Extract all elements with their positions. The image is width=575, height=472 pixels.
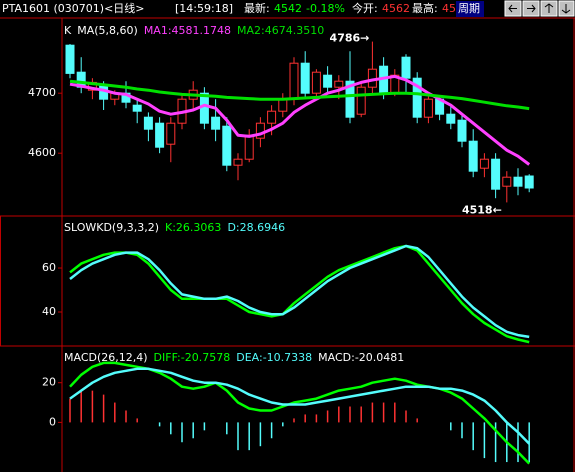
candle-body <box>233 158 243 166</box>
candle-body <box>423 98 433 118</box>
y-tick-label: 60 <box>42 261 56 274</box>
max-label: 4786→ <box>330 32 370 45</box>
line-series <box>69 74 531 166</box>
candle-body <box>289 62 299 100</box>
selected-panel-box <box>0 215 63 347</box>
candle-body <box>99 85 109 100</box>
open-label: 今开: <box>352 1 378 15</box>
candle-body <box>300 62 310 94</box>
candle-body <box>479 158 489 169</box>
high-label: 最高: <box>412 1 438 15</box>
line-series <box>69 367 531 445</box>
candle-body <box>334 80 344 88</box>
min-label: 4518← <box>462 203 502 216</box>
line-series <box>69 244 530 339</box>
tool-icons <box>508 3 571 14</box>
panel-subtitle: MA(5,8,60) <box>77 24 138 37</box>
legend-entry: K:26.3063 <box>165 221 221 234</box>
candle-body <box>166 122 176 145</box>
candle-body <box>468 140 478 172</box>
candle-body <box>65 44 75 74</box>
candle-body <box>132 104 142 112</box>
line-series <box>69 79 530 111</box>
candle-body <box>401 56 411 79</box>
candle-body <box>211 116 221 130</box>
candle-body <box>278 98 288 112</box>
legend-entry: D:28.6946 <box>227 221 285 234</box>
y-tick-label: 40 <box>42 305 56 318</box>
period-button[interactable] <box>456 1 484 17</box>
candle-body <box>199 92 209 124</box>
change: -0.18% <box>306 2 345 15</box>
candle-body <box>412 77 422 118</box>
y-tick-label: 20 <box>42 376 56 389</box>
time: [14:59:18] <box>175 2 233 15</box>
period[interactable]: 周期 <box>458 2 480 15</box>
candle-body <box>502 176 512 187</box>
candle-body <box>457 119 467 142</box>
candle-body <box>155 122 165 148</box>
candle-body <box>311 71 321 94</box>
candle-body <box>143 116 153 130</box>
y-tick-label: 0 <box>49 415 56 428</box>
panel-title: MACD(26,12,4) <box>64 351 148 364</box>
y-tick-label: 4600 <box>28 146 56 159</box>
line-series <box>69 244 530 344</box>
legend-entry: DIFF:-20.7578 <box>154 351 231 364</box>
candle-body <box>345 80 355 118</box>
candle-body <box>446 113 456 124</box>
panel-title: K <box>64 24 72 37</box>
y-tick-label: 4700 <box>28 86 56 99</box>
open: 4562 <box>382 2 410 15</box>
candle-body <box>513 176 523 187</box>
legend-entry: MACD:-20.0481 <box>318 351 404 364</box>
legend-entry: MA1:4581.1748 <box>144 24 231 37</box>
candle-body <box>524 175 534 189</box>
candle-body <box>356 86 366 115</box>
candle-body <box>323 74 333 88</box>
candle-body <box>267 110 277 124</box>
candle-body <box>222 125 232 166</box>
latest: 4542 <box>274 2 302 15</box>
panel-title: SLOWKD(9,3,3,2) <box>64 221 159 234</box>
symbol: PTA1601 (030701)<日线> <box>2 1 145 15</box>
legend-entry: MA2:4674.3510 <box>237 24 324 37</box>
toolbar <box>504 0 575 17</box>
candle-body <box>244 134 254 160</box>
latest-label: 最新: <box>244 1 270 15</box>
high: 45 <box>442 2 456 15</box>
candle-body <box>491 158 501 190</box>
legend-entry: DEA:-10.7338 <box>236 351 312 364</box>
